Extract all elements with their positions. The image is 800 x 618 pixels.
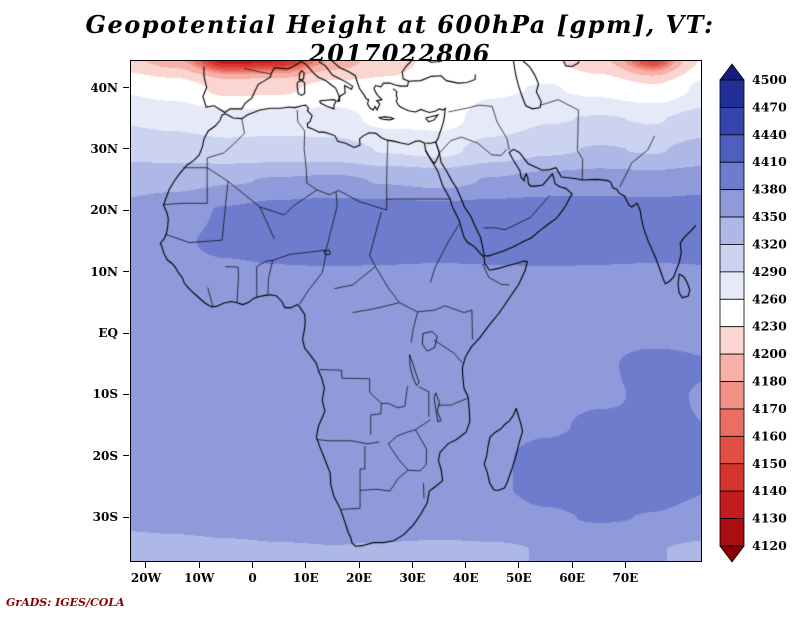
colorbar-label: 4170 — [752, 401, 787, 416]
colorbar-label: 4440 — [752, 127, 787, 142]
y-tick-label: 10N — [90, 264, 118, 279]
colorbar-segment — [719, 134, 745, 163]
colorbar-segment — [719, 79, 745, 108]
colorbar-label: 4230 — [752, 319, 787, 334]
colorbar-label: 4150 — [752, 456, 787, 471]
x-tick-mark — [465, 561, 467, 568]
y-tick-mark — [123, 148, 129, 150]
x-tick-mark — [305, 561, 307, 568]
colorbar-segment — [719, 216, 745, 245]
colorbar-label: 4130 — [752, 511, 787, 526]
y-tick-mark — [123, 332, 129, 334]
x-tick-mark — [145, 561, 147, 568]
colorbar-label: 4120 — [752, 538, 787, 553]
colorbar-label: 4290 — [752, 264, 787, 279]
figure-title: Geopotential Height at 600hPa [gpm], VT:… — [85, 10, 715, 68]
y-tick-label: 20N — [90, 203, 118, 218]
y-tick-mark — [123, 516, 129, 518]
x-tick-label: 20W — [130, 571, 162, 585]
credit-text: GrADS: IGES/COLA — [6, 596, 125, 609]
colorbar-segment — [719, 326, 745, 355]
y-tick-mark — [123, 455, 129, 457]
x-tick-label: 60E — [559, 571, 586, 585]
colorbar-segment — [719, 490, 745, 519]
x-tick-label: 10W — [184, 571, 215, 585]
colorbar-segment — [719, 353, 745, 382]
colorbar-segment — [719, 463, 745, 492]
x-tick-label: 20E — [346, 571, 372, 585]
x-tick-mark — [198, 561, 200, 568]
colorbar-label: 4180 — [752, 374, 787, 389]
y-tick-mark — [123, 393, 129, 395]
colorbar-arrow-top — [719, 63, 745, 81]
colorbar-label: 4410 — [752, 154, 787, 169]
colorbar-arrow-bottom — [719, 545, 745, 563]
y-tick-label: 10S — [92, 387, 118, 402]
y-tick-label: EQ — [98, 326, 118, 340]
x-tick-label: 30E — [399, 571, 426, 585]
y-tick-mark — [123, 209, 129, 211]
colorbar-label: 4160 — [752, 428, 787, 443]
x-tick-mark — [252, 561, 254, 568]
colorbar-segment — [719, 161, 745, 191]
colorbar-segment — [719, 189, 745, 218]
x-tick-mark — [571, 561, 573, 568]
y-tick-label: 30S — [92, 510, 118, 525]
map-plot-area — [130, 60, 702, 562]
y-tick-label: 40N — [90, 80, 118, 95]
x-tick-label: 70E — [612, 571, 639, 585]
y-tick-label: 20S — [92, 448, 118, 463]
colorbar-label: 4200 — [752, 346, 787, 361]
x-tick-mark — [358, 561, 360, 568]
colorbar-segment — [719, 518, 745, 547]
x-tick-mark — [624, 561, 626, 568]
colorbar-segment — [719, 271, 745, 300]
colorbar: 4500 4470 4440 4410 4380 4350 4320 4290 4260 4230… — [719, 63, 787, 563]
colorbar-label: 4260 — [752, 291, 787, 306]
x-tick-label: 40E — [452, 571, 479, 585]
colorbar-label: 4140 — [752, 483, 787, 498]
colorbar-segment — [719, 244, 745, 273]
contour-field-canvas — [131, 61, 701, 561]
y-tick-label: 30N — [90, 141, 118, 156]
colorbar-label: 4320 — [752, 236, 787, 251]
colorbar-segment — [719, 107, 745, 136]
colorbar-segment — [719, 298, 745, 328]
colorbar-label: 4500 — [752, 72, 787, 87]
colorbar-segment — [719, 381, 745, 410]
y-tick-mark — [123, 87, 129, 89]
y-tick-mark — [123, 271, 129, 273]
x-tick-mark — [518, 561, 520, 568]
x-tick-label: 50E — [505, 571, 532, 585]
colorbar-label: 4470 — [752, 99, 787, 114]
colorbar-label: 4350 — [752, 209, 787, 224]
x-tick-mark — [411, 561, 413, 568]
colorbar-segment — [719, 408, 745, 437]
x-tick-label: 10E — [292, 571, 319, 585]
x-tick-label: 0 — [248, 571, 257, 585]
colorbar-label: 4380 — [752, 182, 787, 197]
colorbar-segment — [719, 435, 745, 465]
